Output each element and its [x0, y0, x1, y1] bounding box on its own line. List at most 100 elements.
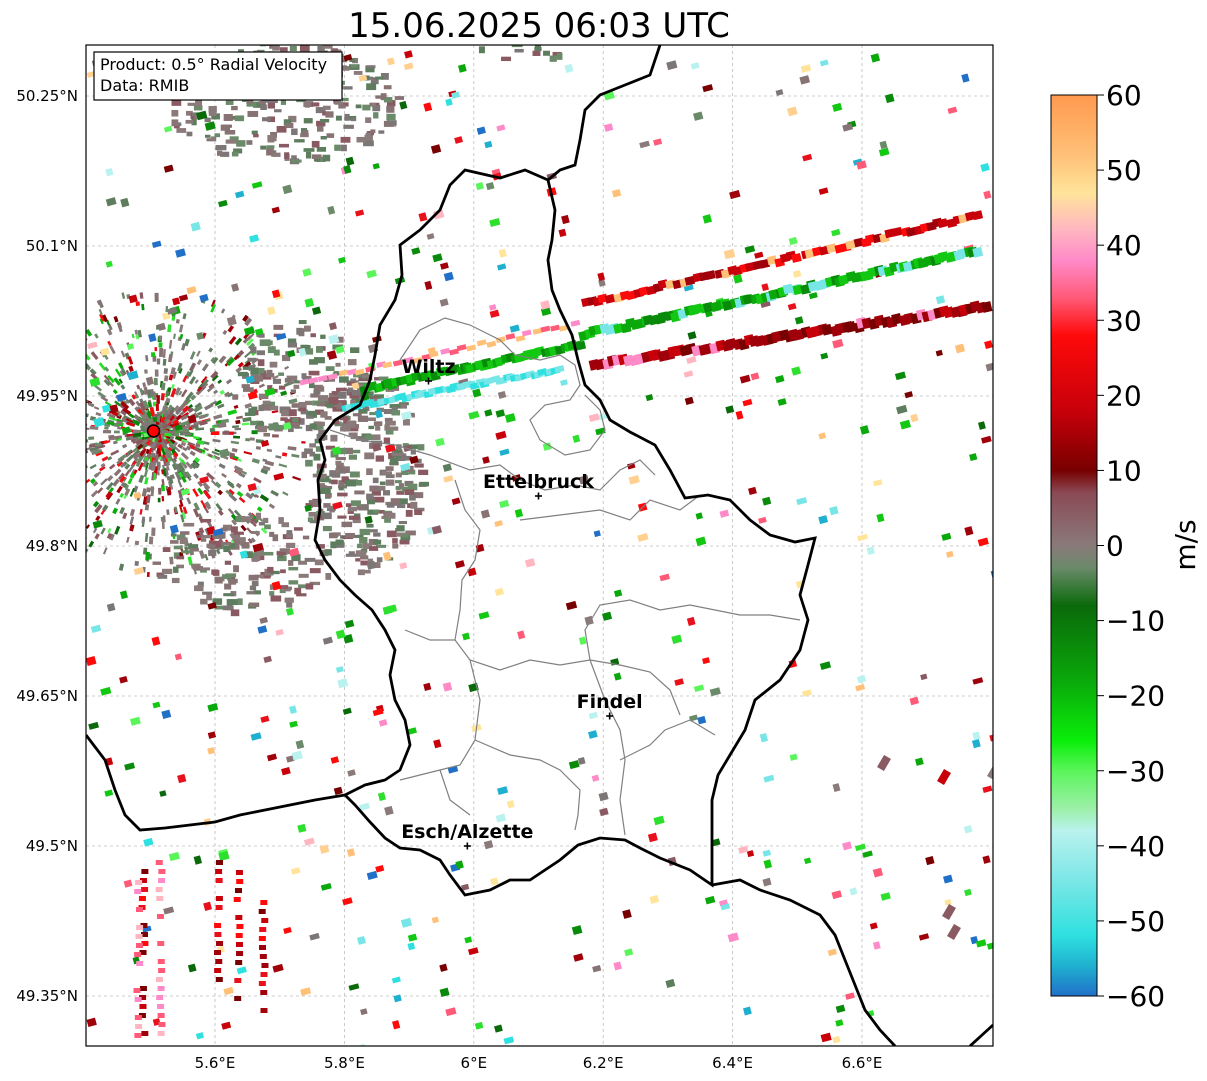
echo-pixel [95, 412, 102, 417]
echo-pixel [154, 292, 159, 302]
echo-pixel [113, 468, 122, 477]
echo-pixel [987, 763, 993, 781]
echo-pixel [187, 102, 197, 106]
echo-pixel [266, 448, 273, 453]
echo-pixel [264, 460, 275, 467]
echo-pixel [212, 438, 221, 443]
echo-pixel [247, 538, 253, 544]
echo-pixel [303, 118, 313, 124]
echo-pixel [135, 301, 140, 306]
echo-pixel [722, 300, 734, 311]
echo-pixel [258, 393, 269, 400]
echo-pixel [154, 347, 158, 352]
echo-pixel [143, 386, 149, 393]
echo-pixel [599, 807, 609, 817]
echo-pixel [25, 447, 32, 450]
echo-pixel [322, 636, 333, 645]
echo-pixel [328, 334, 340, 345]
echo-pixel [442, 681, 453, 692]
echo-pixel [914, 757, 924, 766]
echo-pixel [355, 558, 361, 562]
echo-pixel [309, 359, 318, 365]
echo-pixel [340, 426, 351, 432]
echo-pixel [257, 359, 265, 367]
echo-pixel [217, 489, 223, 496]
echo-pixel [383, 85, 392, 90]
echo-pixel [199, 476, 210, 484]
echo-pixel [404, 455, 412, 461]
echo-pixel [497, 786, 509, 796]
city-label: Findel [577, 691, 643, 713]
echo-pixel [126, 421, 136, 427]
echo-pixel [285, 122, 294, 129]
echo-pixel [346, 848, 356, 857]
echo-pixel [176, 555, 185, 560]
echo-pixel [62, 436, 71, 439]
echo-pixel [187, 556, 193, 566]
echo-pixel [258, 945, 266, 950]
echo-pixel [166, 307, 178, 315]
echo-pixel [334, 101, 344, 105]
echo-pixel [693, 684, 705, 692]
echo-pixel [375, 424, 381, 431]
echo-pixel [99, 318, 104, 325]
echo-pixel [226, 480, 235, 487]
echo-pixel [613, 589, 623, 598]
echo-pixel [385, 420, 396, 426]
echo-pixel [95, 451, 104, 457]
echo-pixel [89, 478, 96, 484]
echo-pixel [423, 102, 433, 112]
echo-pixel [193, 436, 200, 440]
echo-pixel [204, 117, 211, 123]
echo-pixel [314, 559, 324, 566]
echo-pixel [158, 878, 166, 883]
echo-pixel [902, 261, 914, 272]
echo-pixel [954, 343, 966, 354]
echo-pixel [165, 418, 171, 425]
echo-pixel [260, 715, 270, 723]
echo-pixel [361, 374, 371, 379]
echo-pixel [340, 136, 351, 143]
city-ettelbruck: Ettelbruck [483, 471, 594, 500]
echo-pixel [61, 464, 70, 470]
echo-pixel [468, 410, 480, 420]
echo-pixel [159, 429, 169, 434]
echo-pixel [254, 328, 264, 336]
echo-pixel [243, 451, 253, 456]
echo-pixel [385, 429, 394, 435]
echo-pixel [125, 454, 134, 463]
echo-pixel [407, 483, 418, 491]
echo-pixel [152, 355, 157, 362]
echo-pixel [199, 567, 211, 571]
echo-pixel [352, 413, 362, 417]
echo-pixel [362, 406, 370, 412]
echo-pixel [315, 544, 325, 549]
echo-pixel [270, 489, 279, 497]
echo-pixel [304, 102, 310, 108]
echo-pixel [231, 151, 239, 157]
echo-pixel [275, 629, 284, 636]
echo-pixel [978, 421, 986, 430]
echo-pixel [123, 879, 133, 888]
echo-pixel [182, 313, 187, 320]
echo-pixel [304, 504, 312, 512]
echo-pixel [947, 106, 958, 115]
echo-pixel [141, 941, 149, 946]
echo-pixel [366, 493, 374, 500]
echo-pixel [201, 535, 212, 539]
echo-pixel [189, 351, 196, 360]
echo-pixel [384, 417, 393, 422]
echo-pixel [244, 334, 252, 343]
echo-pixel [181, 488, 191, 496]
echo-pixel [171, 577, 180, 584]
echo-pixel [289, 705, 297, 715]
echo-pixel [262, 551, 274, 556]
echo-pixel [796, 497, 808, 506]
echo-pixel [351, 389, 361, 396]
echo-pixel [140, 923, 148, 928]
echo-pixel [230, 609, 240, 617]
echo-pixel [842, 841, 853, 851]
echo-pixel [320, 882, 332, 891]
echo-pixel [787, 303, 797, 311]
